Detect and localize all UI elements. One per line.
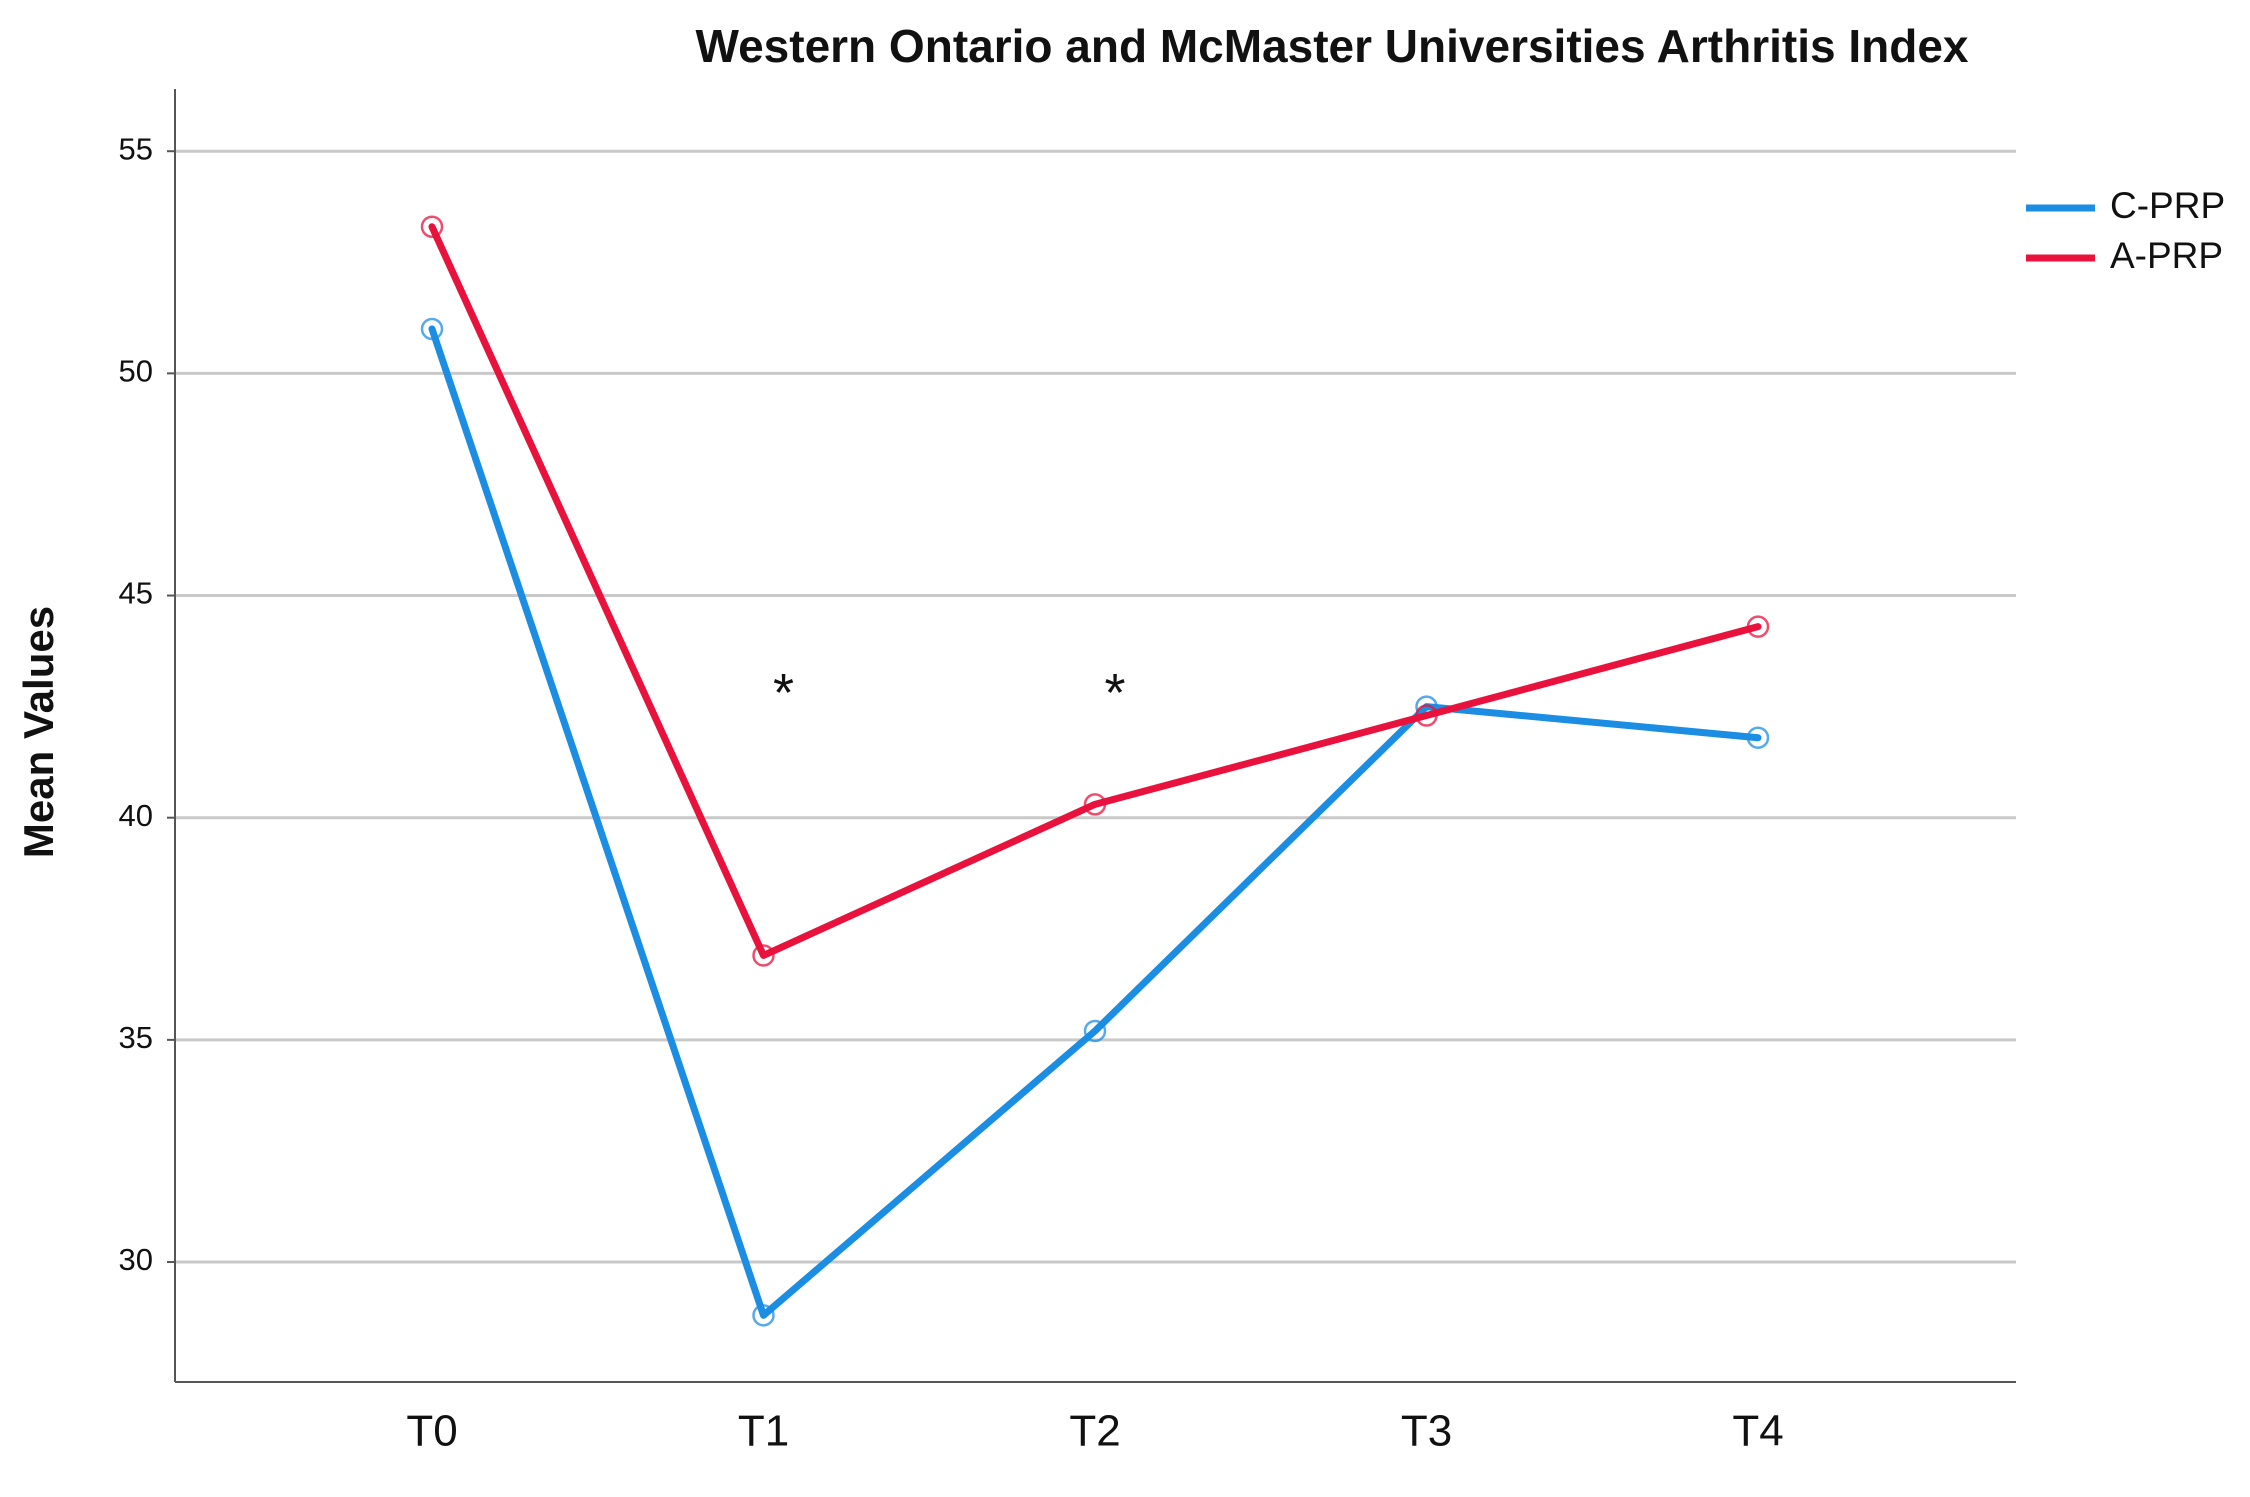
- point-marker: [420, 317, 444, 341]
- series-line: [428, 223, 1762, 959]
- annotation: *: [773, 663, 794, 723]
- series-line: [428, 325, 1762, 1319]
- point-marker: [1746, 615, 1770, 638]
- x-tick-label: T2: [1069, 1407, 1120, 1456]
- point-marker: [1083, 1019, 1107, 1043]
- point-marker: [752, 944, 775, 967]
- x-tick-label: T0: [406, 1407, 457, 1456]
- x-tick-label: T4: [1732, 1407, 1783, 1456]
- chart-title: Western Ontario and McMaster Universitie…: [696, 20, 1969, 72]
- point-marker: [1746, 726, 1770, 749]
- legend-label: C-PRP: [2110, 185, 2225, 226]
- point-marker: [1415, 704, 1438, 727]
- legend-label: A-PRP: [2110, 235, 2223, 276]
- y-tick-label: 50: [119, 354, 153, 389]
- y-tick-label: 40: [119, 798, 153, 833]
- x-tick-label: T3: [1401, 1407, 1452, 1456]
- y-tick-label: 45: [119, 576, 153, 611]
- y-tick-label: 55: [119, 131, 153, 166]
- point-marker: [752, 1304, 775, 1327]
- point-marker: [420, 215, 444, 238]
- x-tick-label: T1: [738, 1407, 789, 1456]
- point-marker: [1083, 793, 1107, 816]
- annotation: *: [1104, 663, 1125, 723]
- y-tick-label: 35: [119, 1020, 153, 1055]
- y-axis-label: Mean Values: [15, 606, 62, 858]
- y-tick-label: 30: [119, 1242, 153, 1277]
